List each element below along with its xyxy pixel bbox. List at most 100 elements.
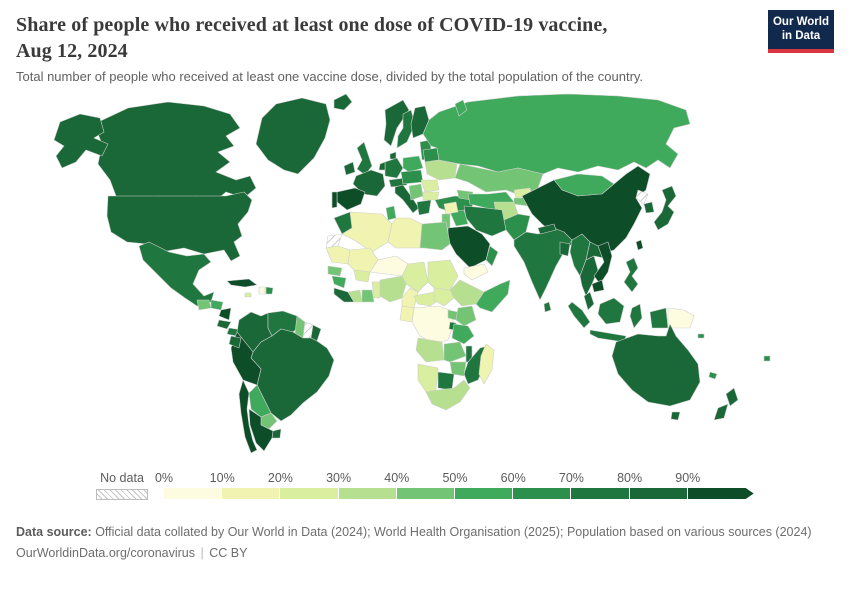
country-nicaragua[interactable]	[218, 307, 232, 321]
country-oman[interactable]	[485, 245, 499, 267]
country-bulgaria[interactable]	[422, 191, 440, 201]
country-senegal[interactable]	[327, 265, 343, 277]
country-usa[interactable]	[106, 191, 253, 262]
country-ghana[interactable]	[361, 289, 375, 303]
country-burkina-faso[interactable]	[353, 269, 371, 283]
country-guatemala[interactable]	[196, 299, 212, 311]
country-egypt[interactable]	[419, 221, 451, 251]
legend-color-segment[interactable]	[571, 488, 630, 499]
country-australia[interactable]	[611, 323, 701, 407]
country-spain[interactable]	[336, 187, 366, 211]
country-canada[interactable]	[93, 101, 257, 203]
country-namibia[interactable]	[417, 363, 439, 393]
legend-color-segment[interactable]	[513, 488, 572, 499]
country-papua-new-guinea[interactable]	[667, 307, 695, 329]
country-sudan[interactable]	[427, 259, 459, 291]
country-portugal[interactable]	[331, 191, 338, 209]
country-somalia[interactable]	[475, 279, 511, 313]
country-denmark[interactable]	[389, 151, 397, 160]
country-italy[interactable]	[394, 184, 420, 214]
country-zimbabwe[interactable]	[449, 361, 467, 377]
region-gabon-congo[interactable]	[399, 305, 415, 323]
country-uk[interactable]	[356, 141, 373, 176]
country-syria[interactable]	[443, 201, 459, 215]
legend-color-segment[interactable]	[222, 488, 281, 499]
country-south-sudan[interactable]	[433, 287, 455, 307]
country-ireland[interactable]	[343, 161, 356, 176]
country-fiji[interactable]	[763, 355, 771, 362]
legend-color-segment[interactable]	[164, 488, 223, 499]
country-western-sahara[interactable]	[325, 233, 343, 249]
country-tunisia[interactable]	[385, 205, 397, 221]
country-greenland[interactable]	[255, 97, 331, 175]
country-madagascar[interactable]	[478, 343, 495, 385]
country-drc[interactable]	[411, 305, 455, 345]
island-tasmania[interactable]	[670, 411, 681, 421]
country-iceland[interactable]	[333, 93, 353, 111]
legend-color-segment[interactable]	[280, 488, 339, 499]
owid-link[interactable]: OurWorldinData.org/coronavirus	[16, 546, 196, 561]
country-laos[interactable]	[585, 241, 605, 261]
island-sulawesi[interactable]	[629, 303, 643, 329]
country-mauritania[interactable]	[325, 245, 351, 265]
legend-color-segment[interactable]	[629, 488, 688, 499]
country-poland[interactable]	[402, 155, 424, 173]
country-south-korea[interactable]	[643, 201, 655, 214]
country-nepal[interactable]	[537, 223, 557, 235]
region-west-papua[interactable]	[649, 307, 669, 329]
country-angola[interactable]	[415, 337, 445, 363]
region-benelux[interactable]	[378, 161, 386, 171]
country-guinea[interactable]	[331, 275, 347, 289]
country-bangladesh[interactable]	[559, 241, 571, 257]
country-alaska-usa[interactable]	[53, 113, 109, 169]
country-malaysia[interactable]	[583, 291, 595, 311]
island-novaya-zemlya[interactable]	[454, 99, 468, 117]
country-germany[interactable]	[384, 157, 404, 179]
country-new-zealand-south[interactable]	[713, 403, 729, 421]
country-sri-lanka[interactable]	[543, 301, 552, 313]
legend-no-data[interactable]: No data	[96, 471, 148, 500]
legend-color-segment[interactable]	[454, 488, 514, 499]
country-haiti[interactable]	[258, 286, 266, 295]
country-libya[interactable]	[387, 217, 423, 249]
country-south-africa[interactable]	[425, 379, 471, 411]
island-borneo[interactable]	[597, 297, 625, 325]
legend-color-segment[interactable]	[396, 488, 455, 499]
country-costa-rica[interactable]	[216, 319, 232, 330]
country-mexico[interactable]	[138, 241, 215, 307]
region-togo-benin[interactable]	[371, 281, 381, 299]
country-ukraine[interactable]	[424, 159, 458, 181]
region-central-europe[interactable]	[400, 169, 424, 185]
country-new-zealand-north[interactable]	[725, 387, 739, 407]
country-ecuador[interactable]	[228, 335, 242, 349]
country-honduras[interactable]	[210, 299, 224, 311]
country-kenya[interactable]	[455, 305, 477, 327]
country-zambia[interactable]	[443, 341, 467, 363]
country-norway[interactable]	[383, 99, 410, 147]
country-japan[interactable]	[653, 185, 677, 231]
country-iraq[interactable]	[449, 209, 469, 227]
country-botswana[interactable]	[437, 371, 455, 391]
island-new-caledonia[interactable]	[708, 371, 718, 380]
country-france[interactable]	[352, 169, 386, 197]
legend-color-segment[interactable]	[338, 488, 397, 499]
country-sweden[interactable]	[396, 109, 416, 149]
country-india[interactable]	[513, 227, 573, 301]
legend-color-segment[interactable]	[688, 488, 754, 499]
country-chile[interactable]	[238, 379, 258, 454]
country-belarus[interactable]	[422, 147, 440, 163]
region-sierra-leone-liberia[interactable]	[333, 287, 355, 303]
country-vietnam[interactable]	[593, 241, 613, 285]
country-philippines[interactable]	[623, 257, 639, 293]
country-dominican-republic[interactable]	[265, 286, 274, 295]
country-greece[interactable]	[416, 199, 432, 216]
country-jamaica[interactable]	[244, 292, 252, 298]
no-data-swatch[interactable]	[96, 489, 148, 500]
country-iran[interactable]	[463, 205, 507, 237]
owid-logo[interactable]: Our World in Data	[768, 10, 834, 53]
country-cambodia[interactable]	[591, 279, 605, 293]
country-cuba[interactable]	[226, 278, 258, 288]
island-sumatra[interactable]	[567, 301, 591, 329]
country-romania[interactable]	[420, 179, 440, 193]
region-balkans[interactable]	[408, 183, 424, 201]
